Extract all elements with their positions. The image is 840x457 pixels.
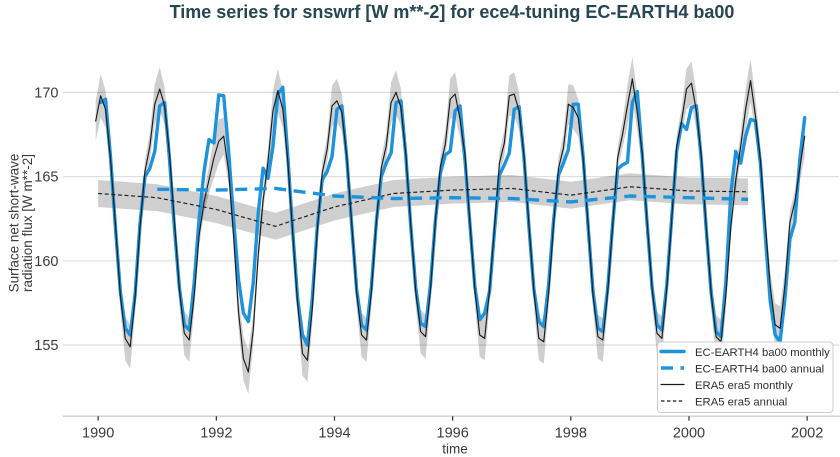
x-tick-label-1992: 1992 — [200, 426, 232, 442]
legend-label-era5-era5-monthly: ERA5 era5 monthly — [695, 380, 793, 392]
legend-label-era5-era5-annual: ERA5 era5 annual — [695, 397, 787, 409]
x-tick-label-2002: 2002 — [791, 426, 823, 442]
y-axis-title-line1: Surface net short-wave — [7, 154, 22, 293]
chart-title: Time series for snswrf [W m**-2] for ece… — [170, 2, 735, 22]
y-tick-label-160: 160 — [34, 254, 58, 270]
x-tick-label-1998: 1998 — [555, 426, 587, 442]
band-era5-era5-annual-envelope — [98, 173, 749, 240]
x-axis-ticks: 1990 1992 1994 1996 1998 2000 2002 — [82, 416, 823, 442]
x-axis-title: time — [442, 442, 468, 457]
legend-label-ec-earth4-ba00-monthly: EC-EARTH4 ba00 monthly — [695, 347, 830, 359]
x-tick-label-1996: 1996 — [437, 426, 469, 442]
y-axis-title: Surface net short-wave radiation flux [W… — [7, 154, 36, 293]
legend-label-ec-earth4-ba00-annual: EC-EARTH4 ba00 annual — [695, 364, 824, 376]
x-tick-label-1990: 1990 — [82, 426, 114, 442]
series-line-ec-earth4-ba00-monthly — [98, 85, 807, 347]
x-tick-label-2000: 2000 — [673, 426, 705, 442]
series-line-era5-era5-monthly — [95, 78, 806, 373]
y-tick-label-170: 170 — [34, 85, 58, 101]
y-axis-title-line2: radiation flux [W m**-2] — [20, 154, 35, 292]
series-line-era5-era5-annual — [98, 186, 749, 227]
legend: EC-EARTH4 ba00 monthly EC-EARTH4 ba00 an… — [657, 341, 834, 413]
plot-area — [95, 57, 807, 394]
y-tick-label-165: 165 — [34, 170, 58, 186]
x-tick-label-1994: 1994 — [318, 426, 350, 442]
y-axis-ticks: 155 160 165 170 — [34, 85, 58, 354]
y-tick-label-155: 155 — [34, 338, 58, 354]
legend-box — [657, 341, 834, 413]
series-line-ec-earth4-ba00-annual — [157, 186, 749, 204]
